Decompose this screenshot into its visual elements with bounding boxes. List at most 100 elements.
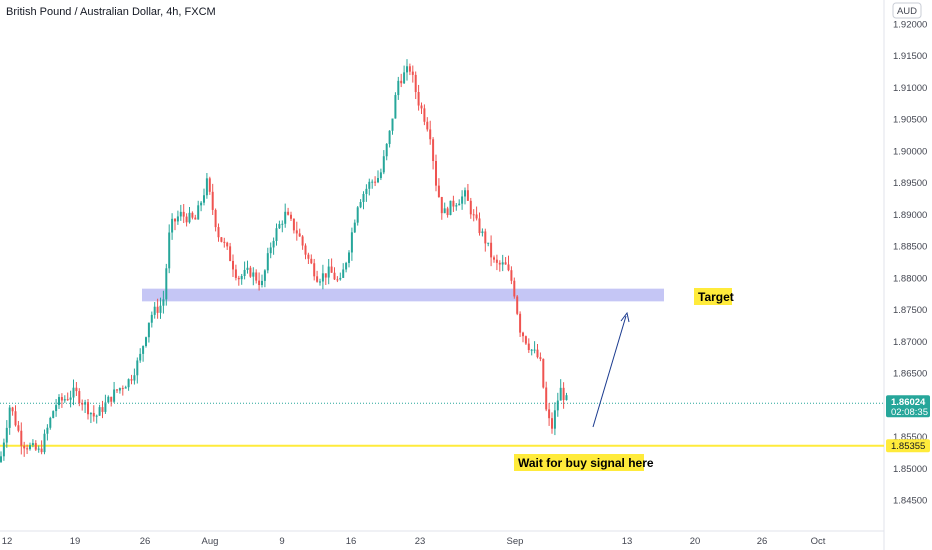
candle-body xyxy=(524,336,527,344)
candle-body xyxy=(519,313,522,333)
candle-body xyxy=(240,276,243,280)
candle-body xyxy=(548,409,551,419)
candle-body xyxy=(452,200,455,207)
candle-body xyxy=(72,387,75,398)
time-tick-label: 16 xyxy=(346,536,357,547)
candle-body xyxy=(333,272,336,280)
candle-body xyxy=(23,445,26,449)
price-tick-label: 1.86500 xyxy=(893,369,927,380)
candle-body xyxy=(81,403,84,405)
candle-body xyxy=(292,218,295,231)
candle-body xyxy=(321,273,324,282)
candle-body xyxy=(504,262,507,265)
price-tick-label: 1.87500 xyxy=(893,305,927,316)
candle-body xyxy=(20,430,23,446)
last-price-value: 1.86024 xyxy=(891,397,926,408)
candle-body xyxy=(382,156,385,173)
candle-body xyxy=(348,252,350,263)
candle-body xyxy=(533,349,536,351)
candle-body xyxy=(426,121,429,130)
price-tick-label: 1.90000 xyxy=(893,146,927,157)
candle-body xyxy=(255,272,258,281)
candle-body xyxy=(437,185,440,197)
candle-body xyxy=(336,279,339,281)
candle-body xyxy=(458,203,461,206)
price-axis[interactable]: 1.92000 1.91500 1.91000 1.90500 1.90000 1.895… xyxy=(893,20,927,507)
candle-body xyxy=(350,232,353,253)
candle-body xyxy=(226,242,229,247)
candle-body xyxy=(145,337,147,347)
candle-body xyxy=(522,332,524,337)
currency-badge[interactable]: AUD xyxy=(892,2,922,19)
chart-title: British Pound / Australian Dollar, 4h, F… xyxy=(6,6,216,18)
candle-body xyxy=(313,263,316,277)
candle-body xyxy=(275,228,278,241)
candle-body xyxy=(516,296,519,314)
support-price-value: 1.85355 xyxy=(891,441,925,452)
candle-body xyxy=(252,272,255,277)
time-tick-label: Sep xyxy=(507,536,524,547)
candle-body xyxy=(304,245,307,255)
candle-body xyxy=(237,277,240,280)
candle-body xyxy=(179,211,182,217)
candle-body xyxy=(562,387,565,401)
candle-body xyxy=(66,399,69,401)
candle-body xyxy=(263,270,266,281)
candle-body xyxy=(339,277,342,280)
candle-body xyxy=(501,262,504,265)
last-price-label: 1.86024 02:08:35 xyxy=(886,395,930,418)
candle-body xyxy=(162,299,165,306)
candle-body xyxy=(55,405,58,412)
candle-body xyxy=(229,246,232,261)
candle-body xyxy=(461,196,464,204)
candle-body xyxy=(116,389,118,391)
price-tick-label: 1.85000 xyxy=(893,464,927,475)
candle-body xyxy=(536,349,539,358)
candle-body xyxy=(110,396,113,402)
candle-body xyxy=(208,178,211,192)
candle-body xyxy=(385,143,388,157)
price-tick-label: 1.88000 xyxy=(893,273,927,284)
candle-body xyxy=(513,280,516,297)
candle-body xyxy=(266,253,269,271)
candle-body xyxy=(432,139,435,162)
candle-body xyxy=(307,254,310,259)
candle-body xyxy=(234,269,237,278)
candle-body xyxy=(446,208,449,216)
candle-body xyxy=(246,267,249,270)
candle-body xyxy=(353,222,356,233)
currency-label: AUD xyxy=(897,6,917,17)
candle-body xyxy=(484,231,487,244)
candle-body xyxy=(324,273,327,278)
candle-body xyxy=(46,427,49,434)
candle-body xyxy=(301,236,304,246)
candle-body xyxy=(249,267,252,277)
candle-body xyxy=(142,346,145,354)
candle-body xyxy=(200,202,203,206)
candle-body xyxy=(78,391,81,403)
candle-body xyxy=(371,181,374,183)
candle-body xyxy=(391,118,394,131)
candle-body xyxy=(530,349,533,351)
candle-body xyxy=(298,233,301,237)
candle-body xyxy=(498,262,501,265)
candle-body xyxy=(95,415,98,417)
candle-body xyxy=(295,230,298,234)
candle-body xyxy=(490,242,493,258)
time-axis[interactable]: 12 19 26 Aug 9 16 23 Sep 13 20 26 Oct xyxy=(2,536,826,547)
candle-body xyxy=(31,443,34,446)
candle-body xyxy=(92,412,95,417)
candle-body xyxy=(165,268,168,300)
candle-body xyxy=(171,218,174,233)
candle-body xyxy=(400,80,403,84)
price-tick-label: 1.92000 xyxy=(893,20,927,31)
candle-body xyxy=(449,200,452,216)
candle-body xyxy=(269,247,272,254)
price-tick-label: 1.84500 xyxy=(893,496,927,507)
candles xyxy=(0,59,568,463)
candle-body xyxy=(168,232,171,269)
candle-body xyxy=(290,214,292,219)
countdown-value: 02:08:35 xyxy=(891,407,928,418)
